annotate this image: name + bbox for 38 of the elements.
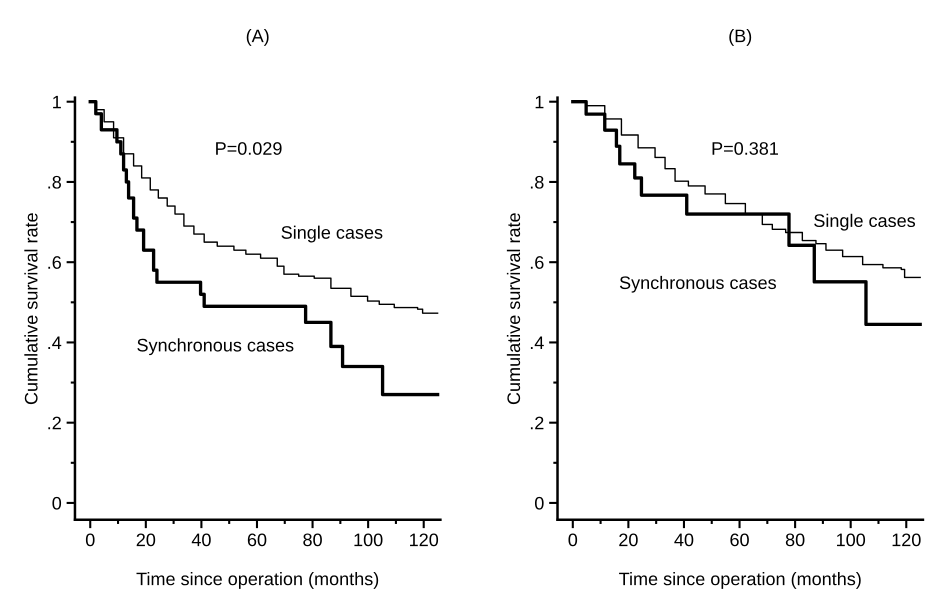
y-tick-label: .2: [48, 416, 61, 430]
series-label: Single cases: [814, 214, 916, 231]
x-tick-label: 100: [354, 533, 382, 546]
chart-title: (B): [729, 29, 752, 46]
y-tick-label: 1: [536, 96, 544, 108]
y-tick-label: .2: [530, 416, 544, 430]
x-tick-label: 100: [837, 533, 866, 546]
x-tick-label: 0: [568, 533, 578, 546]
series-label: Single cases: [281, 226, 382, 242]
x-tick-label: 0: [86, 533, 95, 546]
x-tick-label: 60: [730, 533, 749, 546]
y-tick-label: 1: [53, 96, 61, 108]
series-label: Synchronous cases: [620, 276, 776, 293]
y-tick-label: .8: [48, 176, 61, 189]
y-tick-label: .6: [48, 256, 61, 269]
x-tick-label: 40: [674, 533, 694, 546]
y-tick-label: .8: [530, 176, 544, 189]
x-tick-label: 20: [136, 533, 156, 546]
chart-title: (A): [246, 29, 269, 46]
x-tick-label: 40: [192, 533, 211, 546]
y-tick-label: .6: [530, 256, 544, 269]
x-tick-label: 60: [248, 533, 266, 546]
y-tick-label: .4: [530, 336, 544, 349]
x-axis-title: Time since operation (months): [619, 572, 861, 589]
x-axis-title: Time since operation (months): [136, 572, 378, 589]
y-axis-title: Cumulative survival rate: [24, 213, 38, 404]
series-label: Synchronous cases: [137, 338, 294, 356]
x-tick-label: 20: [619, 533, 638, 546]
y-tick-label: .4: [48, 336, 62, 349]
x-tick-label: 120: [410, 533, 438, 546]
y-tick-label: 0: [52, 496, 62, 510]
annotation: P=0.029: [216, 142, 282, 155]
x-tick-label: 80: [786, 533, 804, 546]
x-tick-label: 80: [303, 533, 322, 546]
y-tick-label: 0: [534, 496, 544, 510]
annotation: P=0.381: [712, 142, 778, 155]
x-tick-label: 120: [892, 533, 921, 546]
y-axis-title: Cumulative survival rate: [506, 213, 520, 404]
